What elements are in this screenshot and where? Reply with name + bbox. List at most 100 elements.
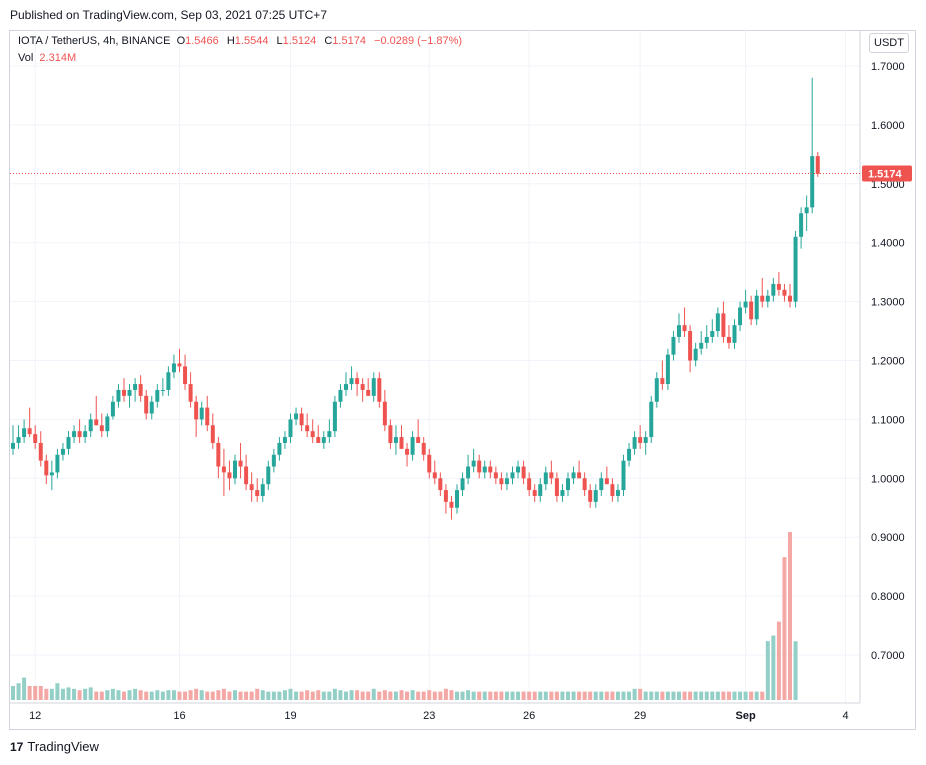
volume-bar <box>399 690 404 700</box>
candle-body <box>205 407 210 426</box>
footer-brand[interactable]: 17 TradingView <box>10 739 99 754</box>
candle-body <box>244 466 249 485</box>
candle-body <box>294 413 299 420</box>
candle-body <box>299 413 304 426</box>
volume-bar <box>338 690 343 700</box>
volume-bar <box>543 691 548 700</box>
volume-bar <box>149 691 154 700</box>
candle-body <box>177 363 182 367</box>
candle-body <box>693 348 698 361</box>
candle-body <box>782 289 787 296</box>
symbol-label[interactable]: IOTA / TetherUS, 4h, BINANCE <box>18 35 171 47</box>
x-tick-label: 19 <box>284 710 296 722</box>
volume-bar <box>604 691 609 700</box>
candle-body <box>122 389 126 396</box>
candle-body <box>255 490 260 496</box>
candle-body <box>166 372 171 390</box>
volume-bar <box>221 688 226 700</box>
volume-bar <box>738 691 743 700</box>
volume-bar <box>194 688 199 700</box>
high-value: 1.5544 <box>234 35 269 47</box>
volume-bar <box>443 688 448 700</box>
chart-frame[interactable] <box>9 30 916 730</box>
volume-bar <box>427 690 432 700</box>
y-tick-label: 1.0000 <box>871 473 905 485</box>
volume-bar <box>105 690 110 700</box>
candle-body <box>621 460 626 491</box>
candle-body <box>654 378 659 402</box>
candle-body <box>288 419 293 438</box>
volume-bar <box>22 677 27 700</box>
volume-bar <box>577 691 582 700</box>
candle-body <box>477 460 482 473</box>
volume-bar <box>171 690 176 700</box>
volume-bar <box>249 691 254 700</box>
candle-body <box>455 490 459 508</box>
candle-body <box>416 437 421 443</box>
candle-body <box>643 437 648 443</box>
candle-body <box>665 354 670 385</box>
y-tick-label: 1.1000 <box>871 414 905 426</box>
volume-bar <box>266 691 271 700</box>
volume-bar <box>332 688 337 700</box>
candle-body <box>493 472 498 479</box>
candle-body <box>527 478 532 491</box>
volume-bar <box>510 691 515 700</box>
volume-bar <box>305 690 310 700</box>
candle-body <box>371 378 376 396</box>
candle-body <box>599 478 604 491</box>
candle-body <box>11 442 15 449</box>
candle-body <box>72 431 77 438</box>
volume-bar <box>210 691 215 700</box>
candle-body <box>721 313 726 337</box>
candle-body <box>449 501 454 508</box>
y-tick-label: 1.3000 <box>871 297 905 309</box>
volume-bar <box>116 690 121 700</box>
candle-body <box>388 425 393 443</box>
volume-bar <box>455 691 459 700</box>
volume-value: 2.314M <box>39 52 77 64</box>
ohlc-legend: IOTA / TetherUS, 4h, BINANCE O1.5466 H1.… <box>18 35 467 47</box>
candle-body <box>726 336 731 343</box>
volume-bar <box>227 691 232 700</box>
y-tick-label: 1.6000 <box>871 120 905 132</box>
volume-bar <box>677 691 681 700</box>
candle-body <box>377 378 382 402</box>
volume-bar <box>521 691 526 700</box>
candle-body <box>815 156 820 174</box>
candle-body <box>233 460 237 479</box>
low-value: 1.5124 <box>282 35 317 47</box>
volume-bar <box>704 691 709 700</box>
candle-body <box>488 466 493 473</box>
change-value: −0.0289 (−1.87%) <box>374 35 463 47</box>
candle-body <box>344 384 348 390</box>
close-value: 1.5174 <box>332 35 366 47</box>
volume-bar <box>166 690 171 700</box>
volume-bar <box>688 691 693 700</box>
volume-bar <box>660 691 665 700</box>
volume-bar <box>449 690 454 700</box>
volume-bar <box>405 691 410 700</box>
volume-bar <box>715 691 720 700</box>
candle-body <box>116 389 121 402</box>
volume-bar <box>416 691 421 700</box>
volume-bar <box>355 690 360 700</box>
candle-body <box>482 466 487 473</box>
volume-bar <box>710 691 715 700</box>
candle-body <box>338 389 343 402</box>
candle-body <box>149 401 154 414</box>
volume-bar <box>793 641 798 700</box>
volume-bar <box>665 691 670 700</box>
open-key: O <box>176 35 186 47</box>
volume-bar <box>299 691 304 700</box>
currency-button[interactable]: USDT <box>869 33 909 53</box>
candle-body <box>27 428 32 435</box>
volume-bar <box>504 691 509 700</box>
y-tick-label: 1.7000 <box>871 61 905 73</box>
candle-body <box>699 342 704 349</box>
volume-bar <box>699 691 704 700</box>
candle-body <box>810 156 815 208</box>
volume-bar <box>60 688 65 700</box>
volume-bar <box>393 691 398 700</box>
